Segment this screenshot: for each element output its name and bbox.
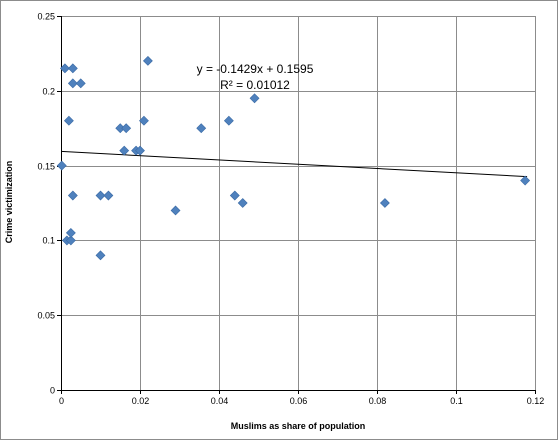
x-tick-label: 0.04: [211, 396, 229, 406]
x-tick-label: 0: [59, 396, 64, 406]
data-point: [249, 93, 260, 104]
y-tick-label: 0.15: [37, 162, 55, 172]
data-point: [56, 160, 67, 171]
x-tick-label: 0.1: [450, 396, 463, 406]
data-point: [63, 115, 74, 126]
axes: [57, 16, 536, 394]
trendline-layer: [60, 150, 528, 178]
x-tick-label: 0.02: [132, 396, 150, 406]
x-axis-title: Muslims as share of population: [231, 421, 366, 431]
data-point: [119, 145, 130, 156]
data-point: [75, 78, 86, 89]
data-point: [139, 115, 149, 126]
x-tick-label: 0.06: [290, 396, 308, 406]
y-tick-label: 0.05: [37, 311, 55, 321]
data-point: [520, 175, 531, 186]
data-point: [65, 235, 76, 246]
data-point: [223, 115, 234, 126]
data-point: [67, 190, 78, 201]
data-point: [237, 198, 248, 208]
trendline-r-squared: R² = 0.01012: [220, 78, 290, 92]
data-points: [56, 55, 531, 261]
data-point: [65, 227, 76, 238]
x-tick-label: 0.12: [527, 396, 545, 406]
x-tick-label: 0.08: [369, 396, 387, 406]
y-tick-label: 0.1: [42, 236, 55, 246]
gridlines: [61, 16, 536, 390]
trendline-equation: y = -0.1429x + 0.1595: [197, 62, 314, 76]
data-point: [229, 190, 240, 201]
trendline: [60, 150, 528, 178]
data-point: [142, 55, 153, 66]
y-tick-label: 0: [50, 386, 55, 396]
data-point: [121, 123, 132, 134]
y-tick-label: 0.25: [37, 12, 55, 22]
data-point: [95, 250, 106, 261]
data-point: [379, 198, 390, 208]
data-point: [95, 190, 106, 201]
tick-labels: 0 0.05 0.1 0.15 0.2 0.25 0 0.02 0.04 0.06 0.08 0.1 0…: [37, 12, 544, 407]
data-point: [196, 123, 207, 134]
data-point: [67, 78, 78, 89]
data-point: [135, 145, 145, 156]
data-point: [60, 63, 70, 74]
data-point: [103, 190, 114, 201]
data-point: [170, 205, 181, 216]
y-axis-title: Crime victimization: [4, 161, 14, 244]
y-tick-label: 0.2: [42, 87, 55, 97]
data-point: [67, 63, 78, 74]
